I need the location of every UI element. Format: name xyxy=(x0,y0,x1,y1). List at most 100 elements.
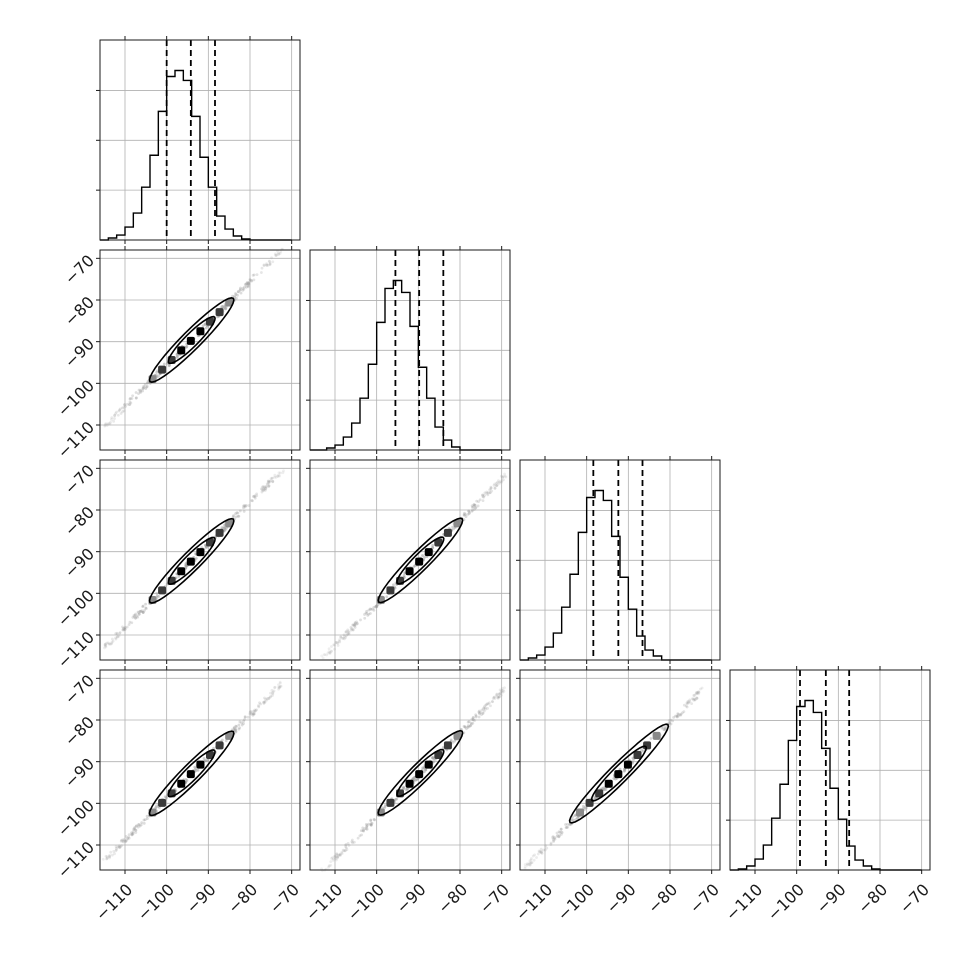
scatter-point xyxy=(375,605,379,609)
scatter-point xyxy=(502,689,506,693)
scatter-point xyxy=(206,758,210,762)
scatter-point xyxy=(486,702,490,706)
scatter-point xyxy=(272,689,276,693)
scatter-point xyxy=(369,823,373,827)
scatter-point xyxy=(696,690,700,694)
scatter-point xyxy=(247,282,250,286)
marginal-panel-1 xyxy=(306,246,511,454)
scatter-point xyxy=(495,484,498,488)
density-cell xyxy=(177,567,186,576)
scatter-point xyxy=(203,322,207,326)
scatter-point xyxy=(278,681,282,685)
scatter-point xyxy=(276,251,280,255)
x-tick-label: −110 xyxy=(512,880,557,925)
scatter-point xyxy=(255,492,259,496)
scatter-point xyxy=(138,612,141,616)
scatter-point xyxy=(497,695,501,699)
scatter-point xyxy=(353,623,356,627)
marginal-panel-3 xyxy=(726,666,931,874)
scatter-point xyxy=(247,282,251,286)
scatter-point xyxy=(485,703,488,707)
scatter-point xyxy=(491,697,495,700)
scatter-point xyxy=(267,696,271,700)
scatter-point xyxy=(405,787,409,790)
scatter-point xyxy=(243,715,247,719)
scatter-point xyxy=(243,282,247,286)
scatter-point xyxy=(118,407,122,411)
scatter-point xyxy=(414,778,418,782)
scatter-point xyxy=(477,500,480,504)
scatter-point xyxy=(341,848,345,852)
scatter-point xyxy=(274,475,278,479)
scatter-point xyxy=(345,634,348,637)
scatter-point xyxy=(338,853,341,857)
scatter-point xyxy=(103,643,107,647)
scatter-point xyxy=(262,263,266,267)
scatter-point xyxy=(553,836,557,840)
scatter-point xyxy=(263,700,267,704)
scatter-point xyxy=(121,625,124,629)
scatter-point xyxy=(347,632,351,636)
scatter-point xyxy=(530,861,534,865)
scatter-point xyxy=(278,474,282,478)
scatter-point xyxy=(573,814,577,818)
scatter-point xyxy=(225,526,228,530)
scatter-point xyxy=(668,721,672,725)
scatter-point xyxy=(431,546,435,550)
scatter-point xyxy=(282,469,285,473)
scatter-point xyxy=(134,396,138,400)
scatter-point xyxy=(243,285,246,289)
scatter-point xyxy=(688,700,692,704)
scatter-point xyxy=(423,556,426,559)
scatter-point xyxy=(481,499,485,503)
scatter-point xyxy=(133,613,137,617)
scatter-point xyxy=(365,825,369,829)
scatter-point xyxy=(344,843,347,847)
density-cell xyxy=(177,346,186,355)
scatter-point xyxy=(452,527,456,531)
scatter-point xyxy=(143,383,147,386)
scatter-point xyxy=(130,621,134,625)
scatter-point xyxy=(699,687,702,691)
scatter-point xyxy=(155,370,159,374)
scatter-point xyxy=(482,706,486,710)
scatter-point xyxy=(224,739,228,743)
scatter-point xyxy=(117,844,121,848)
scatter-point xyxy=(499,480,503,484)
density-cell xyxy=(225,731,234,740)
scatter-point xyxy=(574,817,578,821)
scatter-point xyxy=(119,412,123,415)
scatter-point xyxy=(560,832,563,836)
scatter-point xyxy=(136,615,140,619)
scatter-point xyxy=(246,285,250,289)
scatter-point xyxy=(266,479,270,483)
scatter-point xyxy=(353,621,357,625)
scatter-point xyxy=(492,695,496,699)
scatter-point xyxy=(697,690,701,694)
scatter-point xyxy=(559,827,563,831)
scatter-point xyxy=(498,481,501,485)
scatter-point xyxy=(110,853,114,857)
scatter-point xyxy=(368,612,372,615)
axes-frame xyxy=(99,249,301,451)
scatter-point xyxy=(484,703,488,707)
scatter-point xyxy=(120,838,123,842)
scatter-point xyxy=(251,273,255,277)
scatter-point xyxy=(104,642,107,646)
scatter-point xyxy=(551,835,555,838)
scatter-point xyxy=(140,610,143,614)
scatter-point xyxy=(500,688,504,692)
scatter-point xyxy=(486,491,490,495)
scatter-point xyxy=(565,826,569,829)
scatter-point xyxy=(137,613,141,616)
axes-frame xyxy=(99,459,301,661)
scatter-point xyxy=(555,835,559,838)
scatter-point xyxy=(134,828,138,832)
scatter-point xyxy=(525,863,529,867)
scatter-point xyxy=(260,271,263,274)
scatter-point xyxy=(470,508,474,512)
scatter-point xyxy=(116,413,120,417)
scatter-point xyxy=(342,633,346,637)
scatter-point xyxy=(338,638,342,642)
scatter-point xyxy=(252,278,256,282)
